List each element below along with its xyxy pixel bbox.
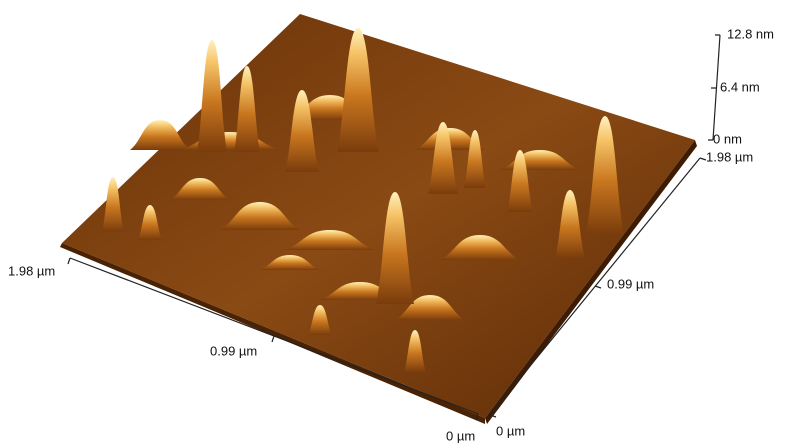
peak	[586, 116, 624, 234]
peak	[464, 130, 486, 188]
surface-edge	[60, 243, 485, 424]
peaks	[102, 28, 624, 372]
peak	[197, 40, 227, 152]
y-tick-label: 1.98 µm	[706, 149, 753, 164]
z-axis	[708, 34, 721, 141]
x-axis	[67, 257, 479, 421]
peak	[234, 66, 260, 152]
peak	[138, 205, 162, 240]
z-tick-label: 12.8 nm	[727, 26, 774, 41]
peak	[308, 305, 332, 335]
peak	[285, 230, 375, 250]
z-tick-label: 0 nm	[713, 131, 742, 146]
peak	[170, 178, 230, 200]
peak	[395, 295, 465, 320]
peak	[260, 255, 320, 270]
y-tick-label: 0.99 µm	[607, 276, 654, 291]
peak	[220, 202, 300, 230]
peak	[130, 120, 190, 150]
x-tick-label: 0.99 µm	[210, 343, 257, 358]
y-axis	[489, 157, 707, 418]
y-tick-label: 0 µm	[496, 423, 525, 438]
z-tick-label: 6.4 nm	[720, 79, 760, 94]
peak	[102, 177, 124, 232]
peak	[376, 192, 414, 304]
peak	[415, 128, 485, 150]
peak	[285, 90, 319, 172]
peak	[337, 28, 379, 152]
peak	[404, 330, 426, 372]
peak	[440, 235, 520, 260]
surface-edge	[485, 140, 697, 424]
x-tick-label: 0 µm	[446, 428, 475, 443]
x-tick-label: 1.98 µm	[8, 263, 55, 278]
peak	[507, 150, 533, 212]
peak	[555, 190, 585, 258]
peak	[428, 122, 458, 194]
